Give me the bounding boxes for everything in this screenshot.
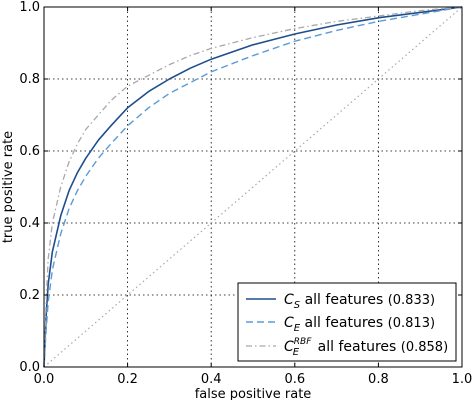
y-tick-label: 0.6: [19, 144, 40, 159]
x-axis-label: false positive rate: [195, 387, 312, 400]
y-axis-label: true positive rate: [1, 131, 16, 243]
y-tick-label: 0.8: [19, 72, 40, 87]
x-tick-label: 0.2: [117, 372, 138, 387]
x-tick-label: 0.4: [201, 372, 222, 387]
x-tick-label: 1.0: [452, 372, 473, 387]
diagonal-line: [43, 6, 463, 368]
plot-frame: [43, 6, 463, 368]
y-tick-label: 0.2: [19, 288, 40, 303]
x-tick-label: 0.6: [284, 372, 305, 387]
roc-curves: [43, 6, 463, 368]
y-tick-label: 0.4: [19, 216, 40, 231]
roc-curve-0: [43, 6, 463, 368]
chance-diagonal: [43, 6, 463, 368]
legend: CS all features (0.833) CE all features (…: [237, 282, 457, 362]
legend-label-0: CS all features (0.833): [284, 292, 435, 311]
axis-ticks: 0.0 0.2 0.4 0.6 0.8 1.0 0.0 0.2 0.4 0.6 0.8 1.0: [19, 0, 472, 387]
grid-lines: [44, 7, 462, 367]
y-tick-label: 1.0: [19, 0, 40, 15]
legend-label-1: CE all features (0.813): [284, 315, 435, 334]
y-tick-label: 0.0: [19, 360, 40, 375]
legend-label-2: CRBF E all features (0.858): [284, 337, 448, 358]
x-tick-label: 0.8: [368, 372, 389, 387]
x-tick-label: 0.0: [34, 372, 55, 387]
